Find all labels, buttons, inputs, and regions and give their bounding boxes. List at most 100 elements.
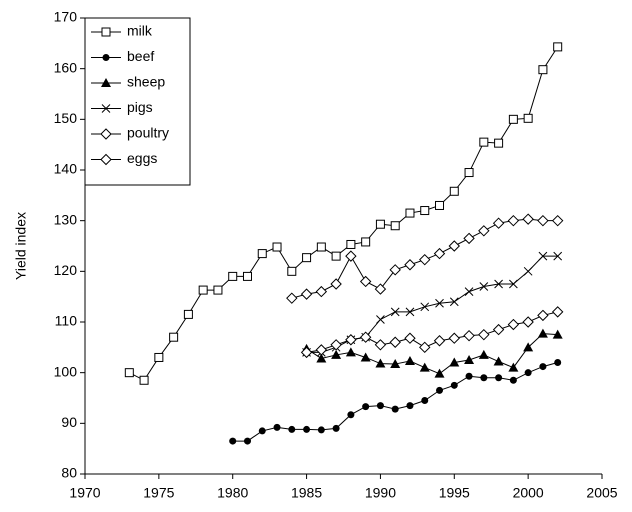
marker — [507, 214, 520, 227]
y-tick-label: 110 — [55, 313, 78, 329]
marker — [229, 437, 237, 445]
marker — [494, 138, 504, 148]
series-line — [306, 311, 558, 353]
y-tick-label: 120 — [54, 262, 78, 278]
marker — [315, 285, 328, 298]
marker — [406, 402, 414, 410]
marker — [359, 275, 372, 288]
marker — [288, 425, 296, 433]
x-tick-label: 1970 — [69, 485, 100, 501]
marker — [169, 332, 179, 342]
marker — [551, 214, 564, 227]
marker — [478, 328, 490, 341]
legend-label: beef — [127, 48, 154, 64]
y-tick-label: 90 — [61, 414, 77, 430]
marker — [303, 425, 311, 433]
marker — [347, 411, 355, 419]
marker — [523, 342, 534, 352]
x-tick-label: 1975 — [143, 485, 174, 501]
marker — [331, 251, 341, 261]
marker — [257, 249, 267, 259]
marker — [258, 427, 266, 435]
marker — [478, 225, 490, 237]
marker — [390, 359, 401, 369]
marker — [389, 336, 401, 348]
marker — [316, 242, 326, 252]
marker — [287, 266, 297, 276]
marker — [404, 332, 416, 344]
legend-box — [84, 17, 191, 186]
marker — [538, 65, 548, 75]
marker — [213, 285, 223, 295]
marker — [361, 237, 371, 247]
marker — [102, 54, 110, 61]
marker — [101, 78, 111, 87]
marker — [493, 356, 504, 366]
series-line — [306, 255, 558, 353]
marker — [492, 217, 505, 229]
marker — [553, 251, 563, 261]
marker — [300, 288, 313, 300]
marker — [523, 113, 533, 123]
marker — [100, 153, 112, 166]
marker — [463, 232, 475, 245]
marker — [433, 335, 446, 347]
marker — [464, 168, 474, 178]
marker — [390, 221, 400, 231]
marker — [537, 309, 549, 322]
marker — [552, 329, 563, 339]
y-tick-label: 100 — [54, 363, 78, 379]
marker — [508, 362, 519, 372]
legend-label: sheep — [127, 74, 165, 90]
marker — [478, 349, 489, 359]
marker — [183, 309, 193, 319]
marker — [359, 331, 372, 343]
marker — [435, 298, 444, 308]
y-tick-label: 130 — [54, 211, 78, 227]
series-line — [129, 46, 559, 381]
marker — [376, 402, 384, 410]
marker — [345, 250, 357, 262]
marker — [449, 297, 459, 307]
marker — [315, 344, 328, 356]
marker — [537, 328, 548, 338]
x-tick-label: 1980 — [217, 485, 248, 501]
series-line — [232, 362, 558, 442]
marker — [198, 285, 208, 295]
marker — [420, 206, 430, 216]
marker — [419, 341, 431, 354]
marker — [495, 374, 503, 382]
marker — [302, 253, 312, 263]
marker — [404, 356, 415, 366]
marker — [405, 208, 415, 218]
marker — [463, 329, 475, 342]
marker — [494, 279, 503, 289]
legend-label: pigs — [127, 99, 153, 115]
marker — [433, 247, 446, 260]
marker — [537, 214, 549, 227]
marker — [300, 346, 313, 359]
marker — [479, 137, 489, 147]
marker — [450, 381, 458, 389]
x-tick-label: 2005 — [586, 485, 617, 501]
marker — [434, 368, 445, 378]
marker — [228, 271, 238, 281]
marker — [101, 27, 111, 37]
marker — [419, 253, 431, 266]
marker — [522, 316, 534, 328]
marker — [404, 259, 416, 271]
x-tick-label: 1995 — [439, 485, 470, 501]
marker — [419, 362, 430, 372]
marker — [330, 278, 342, 290]
marker — [331, 349, 342, 359]
marker — [448, 240, 460, 252]
series-line — [306, 333, 558, 375]
marker — [448, 332, 460, 344]
y-tick-label: 150 — [54, 110, 78, 126]
marker — [124, 368, 134, 378]
marker — [539, 363, 547, 371]
marker — [479, 282, 489, 291]
marker — [523, 266, 533, 276]
marker — [101, 104, 111, 113]
